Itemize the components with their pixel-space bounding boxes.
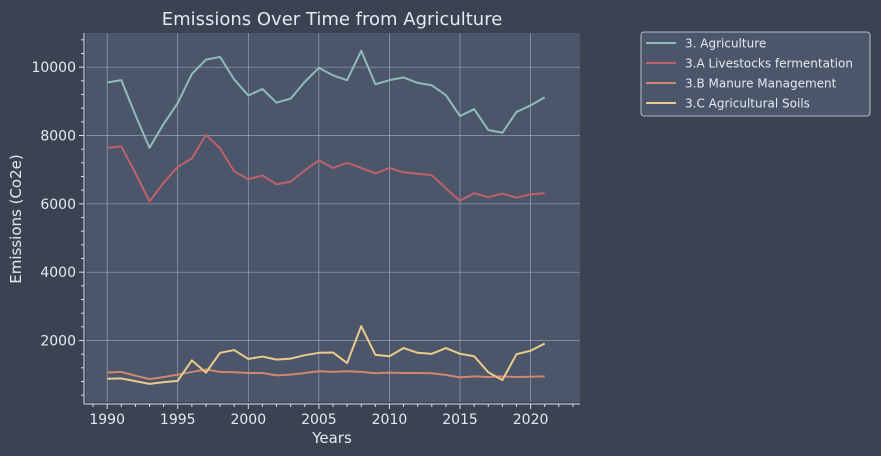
series-line-1 (107, 49, 546, 149)
y-tick-label: 10000 (31, 60, 76, 76)
x-tick-label: 2005 (301, 412, 337, 428)
series-line-2 (107, 133, 545, 203)
legend-label: 3. Agriculture (685, 37, 766, 51)
x-axis-label: Years (311, 429, 352, 447)
series-line-3 (107, 368, 545, 381)
chart-title: Emissions Over Time from Agriculture (162, 9, 503, 30)
y-tick-label: 6000 (40, 197, 76, 213)
plot-layer: 1990 1995 2000 2005 2010 2015 2020 2000 4000 6000… (31, 33, 580, 428)
y-axis-label: Emissions (Co2e) (7, 154, 25, 283)
chart-legend: 3. Agriculture 3.A Livestocks fermentati… (640, 31, 871, 117)
series-line-4 (107, 325, 546, 385)
legend-label: 3.A Livestocks fermentation (685, 57, 853, 71)
y-tick-label: 8000 (40, 129, 76, 145)
x-tick-label: 1990 (89, 412, 125, 428)
legend-box (640, 31, 871, 117)
x-tick-label: 2000 (230, 412, 266, 428)
x-tick-label: 2010 (372, 412, 408, 428)
legend-label: 3.B Manure Management (685, 77, 837, 91)
y-tick-label: 2000 (40, 334, 76, 350)
plot-area (86, 33, 580, 402)
x-tick-label: 2020 (513, 412, 549, 428)
x-tick-label: 2015 (442, 412, 478, 428)
y-tick-label: 4000 (40, 265, 76, 281)
legend-label: 3.C Agricultural Soils (685, 97, 810, 111)
x-tick-label: 1995 (160, 412, 196, 428)
